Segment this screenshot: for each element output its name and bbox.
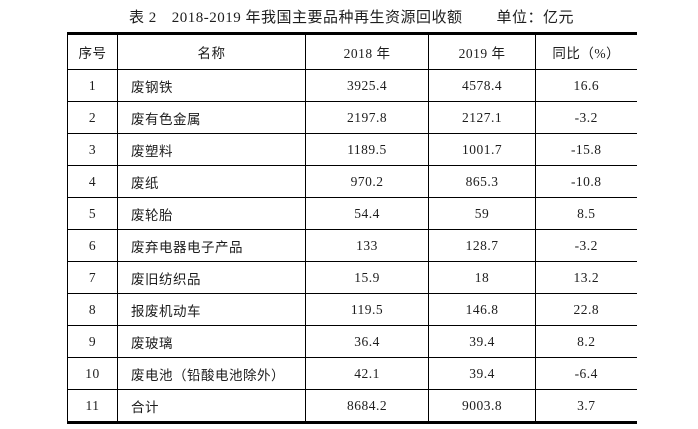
cell-index: 7	[67, 261, 118, 294]
cell-yoy-value: 3.7	[535, 389, 637, 423]
cell-2018-value: 36.4	[305, 325, 429, 358]
cell-yoy-value: 22.8	[535, 293, 637, 326]
unit-label: 单位：亿元	[496, 10, 575, 26]
recycling-resources-table: 序号 名称 2018 年 2019 年 同比（%） 1 废钢铁 3925.4 4578…	[67, 32, 637, 424]
cell-yoy-value: 8.2	[535, 325, 637, 358]
table-row: 8 报废机动车 119.5 146.8 22.8	[67, 293, 637, 326]
cell-2018-value: 42.1	[305, 357, 429, 390]
cell-2018-value: 2197.8	[305, 101, 429, 134]
cell-index: 8	[67, 293, 118, 326]
cell-2018-value: 54.4	[305, 197, 429, 230]
cell-index: 1	[67, 69, 118, 102]
table-row: 3 废塑料 1189.5 1001.7 -15.8	[67, 133, 637, 166]
cell-name: 废电池（铅酸电池除外）	[117, 357, 306, 390]
cell-yoy-value: 16.6	[535, 69, 637, 102]
table-row: 7 废旧纺织品 15.9 18 13.2	[67, 261, 637, 294]
cell-2018-value: 1189.5	[305, 133, 429, 166]
header-row: 序号 名称 2018 年 2019 年 同比（%）	[67, 33, 637, 70]
cell-name: 合计	[117, 389, 306, 423]
cell-2018-value: 119.5	[305, 293, 429, 326]
table-row: 11 合计 8684.2 9003.8 3.7	[67, 389, 637, 423]
cell-2019-value: 865.3	[428, 165, 536, 198]
table-row: 4 废纸 970.2 865.3 -10.8	[67, 165, 637, 198]
cell-name: 废纸	[117, 165, 306, 198]
cell-yoy-value: -6.4	[535, 357, 637, 390]
cell-yoy-value: 13.2	[535, 261, 637, 294]
cell-name: 废钢铁	[117, 69, 306, 102]
cell-2019-value: 18	[428, 261, 536, 294]
cell-2019-value: 39.4	[428, 357, 536, 390]
table-row: 5 废轮胎 54.4 59 8.5	[67, 197, 637, 230]
header-index: 序号	[67, 33, 118, 70]
header-name: 名称	[117, 33, 306, 70]
table-row: 9 废玻璃 36.4 39.4 8.2	[67, 325, 637, 358]
cell-index: 4	[67, 165, 118, 198]
cell-2019-value: 2127.1	[428, 101, 536, 134]
cell-2018-value: 133	[305, 229, 429, 262]
header-yoy: 同比（%）	[535, 33, 637, 70]
cell-2019-value: 9003.8	[428, 389, 536, 423]
cell-2018-value: 970.2	[305, 165, 429, 198]
cell-name: 废玻璃	[117, 325, 306, 358]
cell-2019-value: 1001.7	[428, 133, 536, 166]
table-row: 10 废电池（铅酸电池除外） 42.1 39.4 -6.4	[67, 357, 637, 390]
table-row: 2 废有色金属 2197.8 2127.1 -3.2	[67, 101, 637, 134]
cell-index: 9	[67, 325, 118, 358]
cell-yoy-value: -3.2	[535, 229, 637, 262]
table-title-text: 2018-2019 年我国主要品种再生资源回收额	[171, 10, 463, 26]
cell-name: 废弃电器电子产品	[117, 229, 306, 262]
cell-2018-value: 3925.4	[305, 69, 429, 102]
cell-index: 3	[67, 133, 118, 166]
header-2018: 2018 年	[305, 33, 429, 70]
cell-name: 废轮胎	[117, 197, 306, 230]
cell-index: 6	[67, 229, 118, 262]
cell-index: 2	[67, 101, 118, 134]
cell-index: 10	[67, 357, 118, 390]
header-2019: 2019 年	[428, 33, 536, 70]
table-caption: 表 2 2018-2019 年我国主要品种再生资源回收额 单位：亿元	[67, 6, 636, 27]
cell-2019-value: 4578.4	[428, 69, 536, 102]
table-body: 1 废钢铁 3925.4 4578.4 16.6 2 废有色金属 2197.8 2127.1 -3…	[67, 69, 637, 423]
cell-2018-value: 15.9	[305, 261, 429, 294]
cell-index: 11	[67, 389, 118, 423]
cell-2019-value: 146.8	[428, 293, 536, 326]
cell-2019-value: 128.7	[428, 229, 536, 262]
cell-yoy-value: 8.5	[535, 197, 637, 230]
cell-yoy-value: -15.8	[535, 133, 637, 166]
cell-name: 废塑料	[117, 133, 306, 166]
table-row: 1 废钢铁 3925.4 4578.4 16.6	[67, 69, 637, 102]
table-number-label: 表 2	[128, 10, 157, 26]
cell-2019-value: 59	[428, 197, 536, 230]
cell-index: 5	[67, 197, 118, 230]
cell-yoy-value: -3.2	[535, 101, 637, 134]
table-row: 6 废弃电器电子产品 133 128.7 -3.2	[67, 229, 637, 262]
cell-yoy-value: -10.8	[535, 165, 637, 198]
cell-name: 报废机动车	[117, 293, 306, 326]
cell-2019-value: 39.4	[428, 325, 536, 358]
cell-2018-value: 8684.2	[305, 389, 429, 423]
cell-name: 废旧纺织品	[117, 261, 306, 294]
cell-name: 废有色金属	[117, 101, 306, 134]
